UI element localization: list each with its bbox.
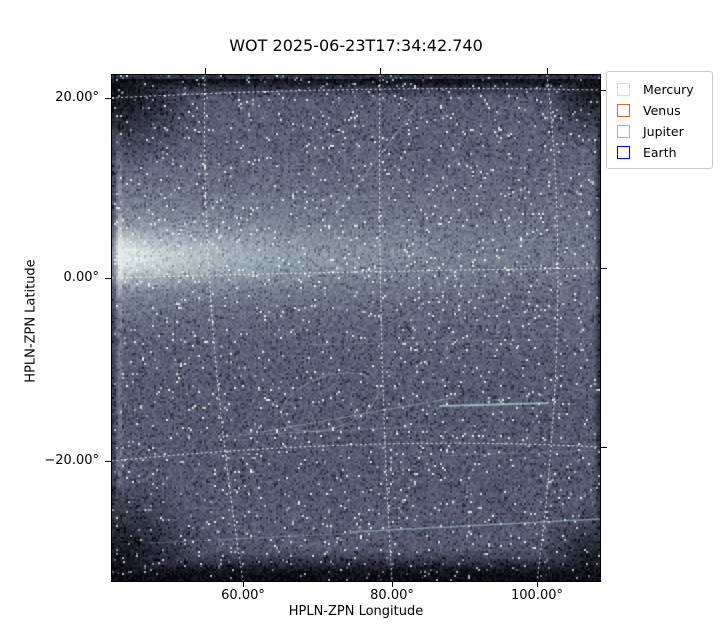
legend-label: Earth bbox=[643, 145, 677, 160]
top-tick bbox=[547, 68, 548, 74]
right-tick bbox=[601, 447, 607, 448]
y-tick bbox=[105, 461, 111, 462]
x-tick-label: 60.00° bbox=[221, 588, 265, 603]
legend-marker-jupiter bbox=[617, 125, 630, 138]
sky-image bbox=[112, 75, 600, 581]
x-tick-label: 80.00° bbox=[370, 588, 414, 603]
plot-area bbox=[111, 74, 601, 582]
legend-label: Mercury bbox=[643, 82, 694, 97]
legend-item-mercury: Mercury bbox=[617, 79, 706, 100]
plot-title: WOT 2025-06-23T17:34:42.740 bbox=[229, 36, 483, 55]
x-tick bbox=[392, 581, 393, 587]
legend-marker-venus bbox=[617, 104, 630, 117]
x-tick bbox=[243, 581, 244, 587]
x-tick-label: 100.00° bbox=[511, 588, 563, 603]
right-tick bbox=[601, 268, 607, 269]
legend: Mercury Venus Jupiter Earth bbox=[606, 71, 713, 169]
legend-item-jupiter: Jupiter bbox=[617, 121, 706, 142]
x-axis-label: HPLN-ZPN Longitude bbox=[288, 604, 424, 619]
legend-item-venus: Venus bbox=[617, 100, 706, 121]
legend-label: Venus bbox=[643, 103, 681, 118]
y-tick-label: −20.00° bbox=[44, 453, 99, 468]
y-tick-label: 20.00° bbox=[55, 90, 99, 105]
y-tick bbox=[105, 98, 111, 99]
top-tick bbox=[205, 68, 206, 74]
legend-item-earth: Earth bbox=[617, 142, 706, 163]
legend-marker-earth bbox=[617, 146, 630, 159]
legend-label: Jupiter bbox=[643, 124, 684, 139]
x-tick bbox=[537, 581, 538, 587]
y-tick-label: 0.00° bbox=[63, 270, 99, 285]
right-tick bbox=[601, 90, 607, 91]
y-tick bbox=[105, 278, 111, 279]
legend-marker-mercury bbox=[617, 83, 630, 96]
top-tick bbox=[380, 68, 381, 74]
